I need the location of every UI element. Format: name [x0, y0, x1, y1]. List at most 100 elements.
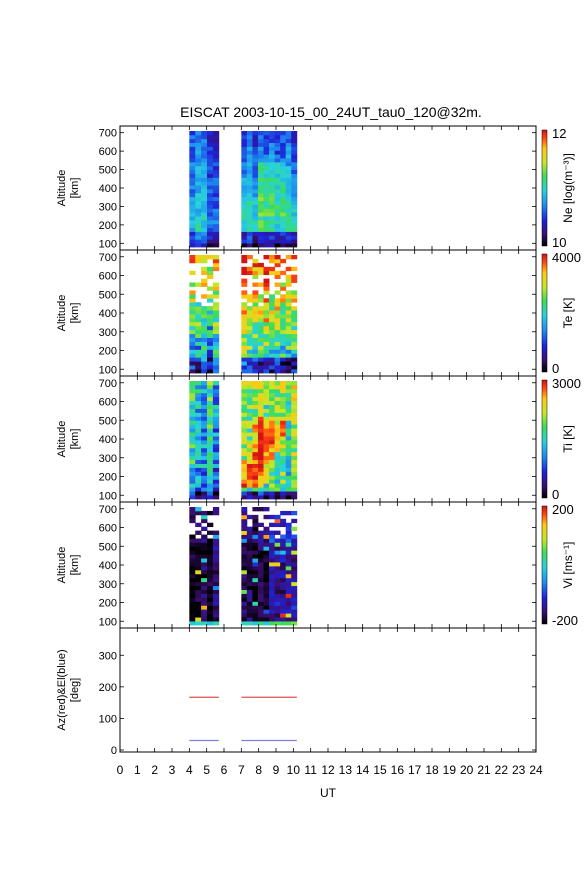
heatmap-cell — [207, 227, 214, 232]
heatmap-cell — [189, 416, 196, 421]
heatmap-cell — [189, 255, 196, 260]
heatmap-cell — [241, 514, 248, 520]
heatmap-cell — [195, 192, 202, 198]
heatmap-cell — [201, 258, 208, 264]
heatmap-cell — [285, 325, 292, 331]
heatmap-cell — [285, 196, 292, 201]
heatmap-cell — [285, 388, 292, 394]
heatmap-cell — [246, 420, 253, 425]
heatmap-cell — [207, 341, 214, 346]
heatmap-cell — [285, 185, 292, 190]
heatmap-cell — [201, 154, 208, 159]
heatmap-cell — [285, 609, 292, 614]
heatmap-cell — [257, 550, 264, 555]
heatmap-cell — [269, 219, 276, 225]
heatmap-cell — [252, 400, 259, 405]
heatmap-cell — [269, 169, 276, 174]
heatmap-cell — [257, 349, 264, 354]
heatmap-cell — [212, 601, 220, 606]
heatmap-cell — [201, 270, 208, 276]
heatmap-cell — [195, 613, 202, 618]
heatmap-cell — [201, 451, 208, 457]
heatmap-cell — [189, 169, 196, 174]
heatmap-cell — [269, 483, 276, 488]
heatmap-cell — [195, 243, 202, 248]
heatmap-cell — [241, 200, 248, 205]
heatmap-cell — [257, 585, 264, 590]
heatmap-cell — [291, 381, 298, 386]
heatmap-cell — [269, 189, 276, 194]
heatmap-cell — [291, 131, 298, 136]
heatmap-cell — [241, 491, 248, 496]
heatmap-cell — [252, 341, 259, 346]
heatmap-cell — [291, 392, 298, 398]
heatmap-cell — [246, 231, 253, 236]
colorbar-max-label: 200 — [552, 502, 574, 517]
heatmap-cell — [291, 420, 298, 425]
heatmap-cell — [189, 396, 196, 402]
heatmap-cell — [195, 219, 202, 225]
heatmap-cell — [201, 609, 208, 614]
heatmap-cell — [257, 173, 264, 178]
heatmap-cell — [201, 467, 208, 472]
heatmap-cell — [285, 558, 292, 563]
heatmap-cell — [207, 538, 214, 543]
heatmap-cell — [207, 617, 214, 622]
heatmap-cell — [257, 432, 264, 437]
heatmap-cell — [201, 243, 208, 248]
heatmap-cell — [285, 526, 292, 531]
heatmap-cell — [269, 192, 276, 198]
heatmap-cell — [257, 483, 264, 488]
heatmap-cell — [246, 416, 253, 421]
heatmap-cell — [280, 337, 287, 342]
x-tick-label: 16 — [391, 763, 405, 777]
heatmap-cell — [207, 337, 214, 342]
heatmap-cell — [285, 617, 292, 622]
heatmap-cell — [246, 483, 253, 488]
heatmap-cell — [263, 185, 270, 190]
heatmap-cell — [274, 161, 281, 167]
heatmap-cell — [252, 173, 259, 178]
heatmap-cell — [263, 581, 270, 587]
heatmap-cell — [201, 538, 208, 543]
heatmap-cell — [252, 161, 259, 167]
heatmap-cell — [195, 550, 202, 555]
heatmap-cell — [189, 589, 196, 594]
heatmap-cell — [252, 212, 259, 217]
heatmap-cell — [189, 404, 196, 409]
heatmap-cell — [274, 577, 281, 583]
heatmap-cell — [195, 475, 202, 480]
heatmap-cell — [207, 150, 214, 155]
x-tick-label: 20 — [460, 763, 474, 777]
heatmap-cell — [274, 455, 281, 461]
heatmap-cell — [285, 298, 292, 303]
heatmap-cell — [252, 593, 259, 598]
heatmap-cell — [195, 150, 202, 155]
y-tick-label: 600 — [99, 397, 117, 409]
heatmap-cell — [285, 621, 292, 626]
heatmap-cell — [212, 239, 220, 244]
heatmap-cell — [291, 341, 298, 346]
heatmap-cell — [207, 554, 214, 559]
heatmap-cell — [212, 216, 220, 221]
heatmap-cell — [246, 138, 253, 143]
heatmap-cell — [263, 613, 270, 618]
heatmap-cell — [263, 424, 270, 429]
heatmap-cell — [252, 310, 259, 315]
heatmap-cell — [274, 142, 281, 147]
heatmap-cell — [189, 185, 196, 190]
heatmap-cell — [274, 538, 281, 543]
heatmap-cell — [274, 475, 281, 480]
heatmap-cell — [195, 396, 202, 402]
heatmap-cell — [263, 196, 270, 201]
heatmap-cell — [189, 577, 196, 583]
heatmap-cell — [274, 337, 281, 342]
heatmap-cell — [246, 436, 253, 441]
figure-title: EISCAT 2003-10-15_00_24UT_tau0_120@32m. — [180, 104, 482, 120]
heatmap-cell — [285, 613, 292, 618]
heatmap-cell — [246, 365, 253, 370]
heatmap-cell — [263, 514, 270, 520]
heatmap-cell — [280, 189, 287, 194]
heatmap-cell — [246, 491, 253, 496]
y-tick-label: 400 — [99, 560, 117, 572]
